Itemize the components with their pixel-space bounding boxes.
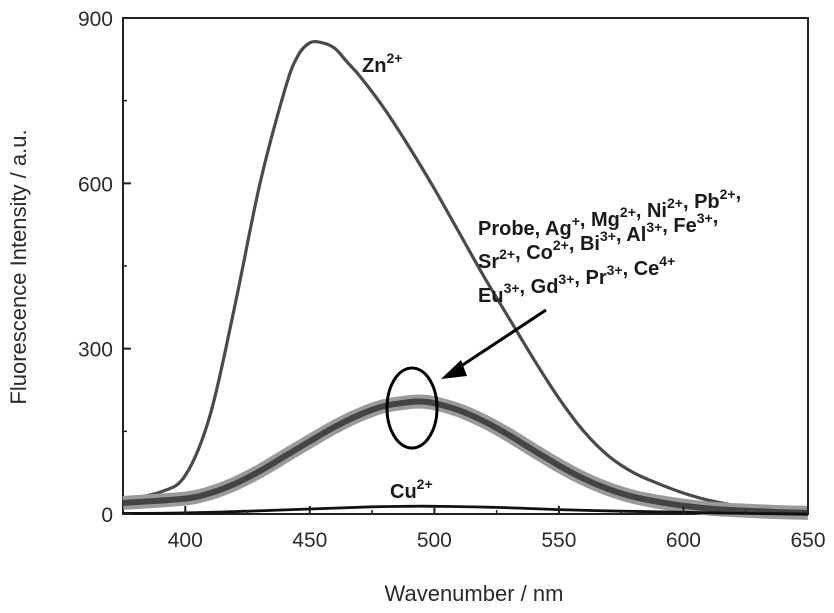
- x-tick-label: 400: [168, 529, 203, 552]
- y-tick-label: 600: [78, 173, 113, 196]
- x-tick-label: 550: [541, 529, 576, 552]
- x-tick-label: 500: [417, 529, 452, 552]
- annotations: Zn2+Cu2+Probe, Ag+, Mg2+, Ni2+, Pb2+,Sr2…: [362, 50, 741, 503]
- x-tick-label: 650: [790, 529, 825, 552]
- series-group-band: [123, 401, 808, 512]
- x-axis-title: Wavenumber / nm: [385, 581, 564, 606]
- series-group: [123, 401, 808, 512]
- y-tick-label: 0: [101, 504, 113, 527]
- plot-area: [123, 18, 808, 514]
- x-tick-label: 600: [666, 529, 701, 552]
- series-zn-line: [123, 42, 808, 513]
- annotation-arrow-line: [455, 310, 546, 370]
- plot-frame: [123, 18, 808, 514]
- y-tick-label: 900: [78, 8, 113, 31]
- y-axis-title: Fluorescence Intensity / a.u.: [6, 129, 31, 404]
- x-tick-label: 450: [292, 529, 327, 552]
- series-zn: [123, 42, 808, 513]
- label-zn: Zn2+: [362, 50, 402, 77]
- y-tick-label: 300: [78, 339, 113, 362]
- label-cu: Cu2+: [390, 476, 433, 503]
- annotation-arrow-head: [441, 360, 467, 379]
